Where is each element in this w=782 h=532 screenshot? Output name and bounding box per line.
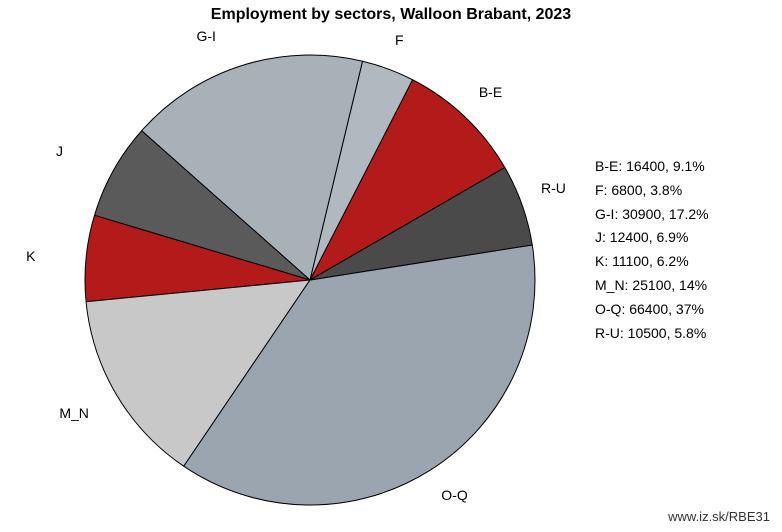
legend-item: O-Q: 66400, 37%	[595, 298, 709, 322]
legend: B-E: 16400, 9.1%F: 6800, 3.8%G-I: 30900,…	[595, 155, 709, 345]
chart-container: Employment by sectors, Walloon Brabant, …	[0, 0, 782, 532]
legend-item: K: 11100, 6.2%	[595, 250, 709, 274]
slice-label-f: F	[395, 32, 404, 48]
slice-label-j: J	[56, 143, 63, 159]
legend-item: J: 12400, 6.9%	[595, 226, 709, 250]
slice-label-r-u: R-U	[541, 180, 566, 196]
legend-item: R-U: 10500, 5.8%	[595, 322, 709, 346]
slice-label-m-n: M_N	[59, 405, 89, 421]
legend-item: G-I: 30900, 17.2%	[595, 203, 709, 227]
slice-label-o-q: O-Q	[441, 487, 467, 503]
legend-item: F: 6800, 3.8%	[595, 179, 709, 203]
slice-label-g-i: G-I	[196, 28, 215, 44]
legend-item: B-E: 16400, 9.1%	[595, 155, 709, 179]
source-link: www.iz.sk/RBE31	[668, 509, 770, 524]
slice-label-b-e: B-E	[479, 84, 502, 100]
slice-label-k: K	[26, 248, 35, 264]
legend-item: M_N: 25100, 14%	[595, 274, 709, 298]
